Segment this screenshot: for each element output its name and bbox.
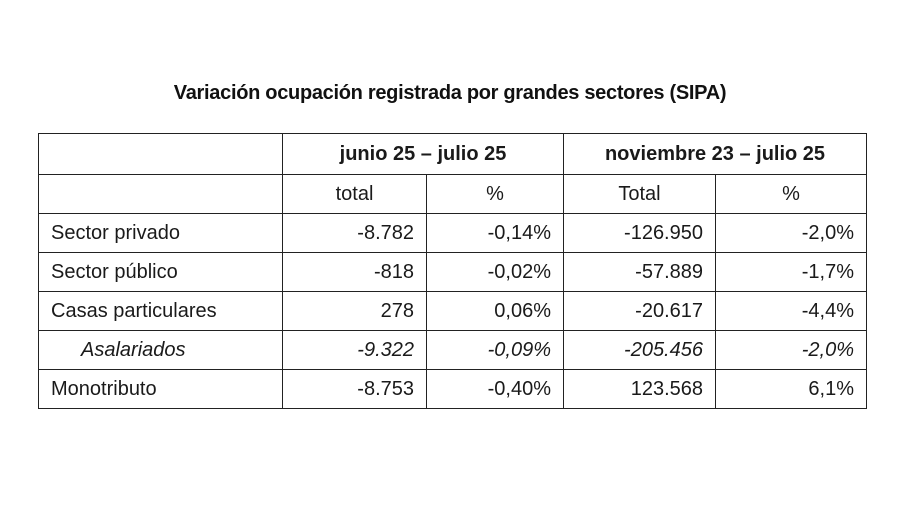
cell-p2-total: 123.568: [563, 369, 716, 409]
cell-p2-pct: -1,7%: [715, 252, 867, 292]
cell-p2-pct: 6,1%: [715, 369, 867, 409]
cell-p2-pct: -4,4%: [715, 291, 867, 331]
subheader-p2-pct: %: [715, 174, 867, 214]
header-empty-corner: [38, 133, 283, 175]
table-row-casas-particulares: Casas particulares 278 0,06% -20.617 -4,…: [38, 291, 867, 331]
subheader-p1-pct: %: [426, 174, 564, 214]
cell-p1-pct: -0,40%: [426, 369, 564, 409]
sub-header-row: total % Total %: [38, 174, 867, 214]
table-title: Variación ocupación registrada por grand…: [173, 82, 727, 104]
cell-p1-pct: -0,02%: [426, 252, 564, 292]
row-label: Sector público: [38, 252, 283, 292]
cell-p2-total: -20.617: [563, 291, 716, 331]
row-label: Casas particulares: [38, 291, 283, 331]
subheader-p1-total: total: [282, 174, 427, 214]
row-label: Monotributo: [38, 369, 283, 409]
row-label: Asalariados: [38, 330, 283, 370]
cell-p1-pct: -0,09%: [426, 330, 564, 370]
cell-p2-pct: -2,0%: [715, 330, 867, 370]
cell-p1-pct: -0,14%: [426, 213, 564, 253]
header-period-jun-jul-25: junio 25 – julio 25: [282, 133, 564, 175]
cell-p1-total: -9.322: [282, 330, 427, 370]
subheader-p2-total: Total: [563, 174, 716, 214]
table-row-monotributo: Monotributo -8.753 -0,40% 123.568 6,1%: [38, 369, 867, 409]
group-header-row: junio 25 – julio 25 noviembre 23 – julio…: [38, 133, 867, 175]
cell-p1-total: -8.753: [282, 369, 427, 409]
subheader-empty: [38, 174, 283, 214]
header-period-nov23-jul25: noviembre 23 – julio 25: [563, 133, 867, 175]
table-row-asalariados: Asalariados -9.322 -0,09% -205.456 -2,0%: [38, 330, 867, 370]
table-row-sector-publico: Sector público -818 -0,02% -57.889 -1,7%: [38, 252, 867, 292]
sipa-employment-table: junio 25 – julio 25 noviembre 23 – julio…: [38, 133, 867, 409]
cell-p2-total: -57.889: [563, 252, 716, 292]
cell-p1-pct: 0,06%: [426, 291, 564, 331]
table-row-sector-privado: Sector privado -8.782 -0,14% -126.950 -2…: [38, 213, 867, 253]
cell-p2-pct: -2,0%: [715, 213, 867, 253]
cell-p1-total: -818: [282, 252, 427, 292]
cell-p2-total: -126.950: [563, 213, 716, 253]
row-label: Sector privado: [38, 213, 283, 253]
cell-p1-total: 278: [282, 291, 427, 331]
cell-p2-total: -205.456: [563, 330, 716, 370]
cell-p1-total: -8.782: [282, 213, 427, 253]
